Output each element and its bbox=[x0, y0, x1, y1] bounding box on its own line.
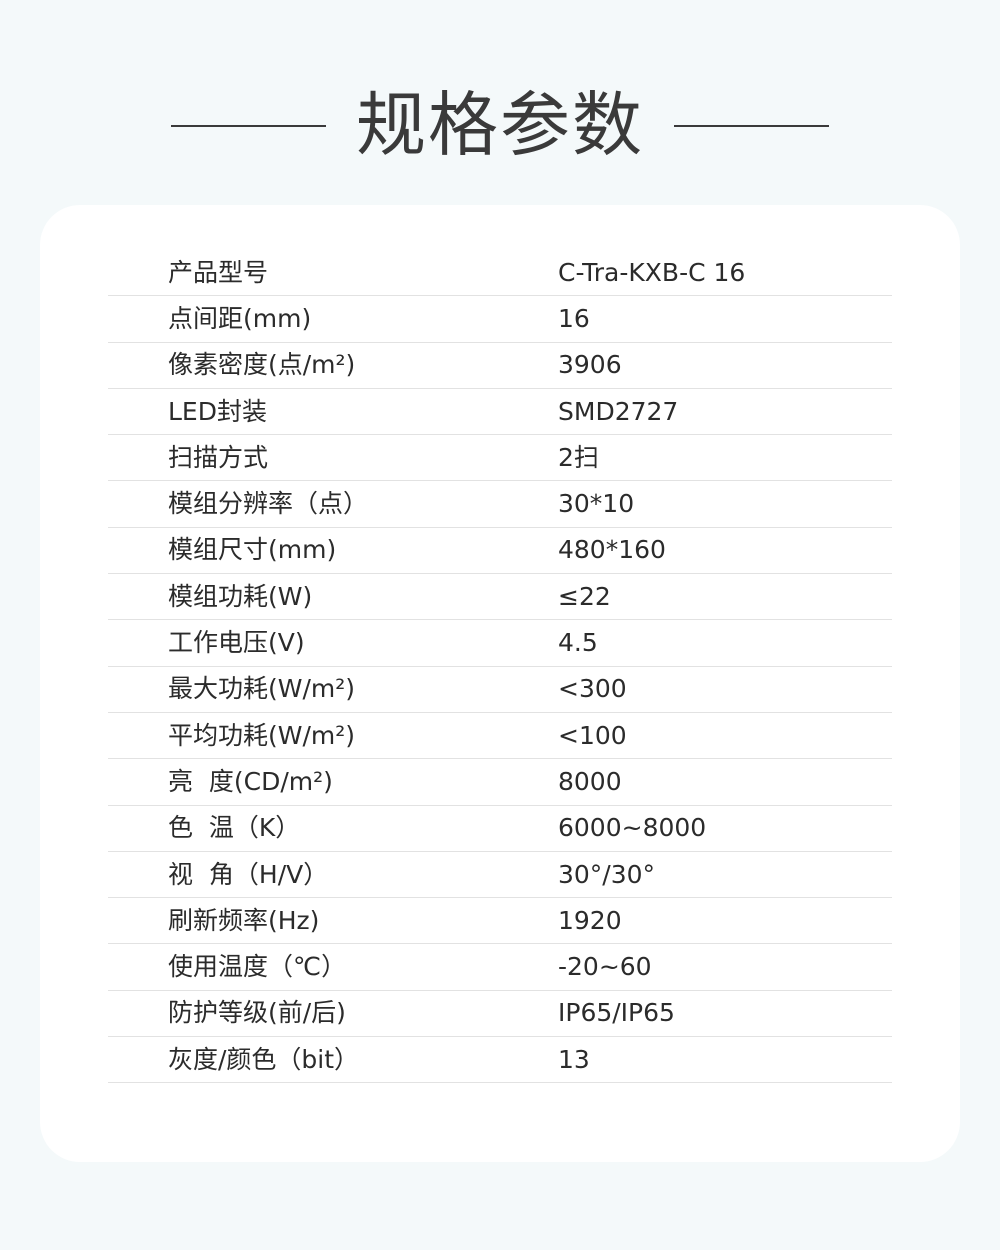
spec-row: 扫描方式 2扫 bbox=[108, 435, 892, 482]
spec-row: 色 温（K） 6000~8000 bbox=[108, 806, 892, 852]
spec-value: 6000~8000 bbox=[558, 813, 707, 843]
spec-label: 像素密度(点/m²) bbox=[168, 350, 356, 380]
spec-label: 灰度/颜色（bit） bbox=[168, 1044, 360, 1074]
spec-row: 产品型号 C-Tra-KXB-C 16 bbox=[108, 250, 892, 297]
spec-value: 13 bbox=[558, 1044, 590, 1074]
spec-label: 点间距(mm) bbox=[168, 303, 312, 333]
spec-label: 模组尺寸(mm) bbox=[168, 535, 337, 565]
spec-label: 使用温度（℃） bbox=[168, 952, 347, 982]
spec-value: 1920 bbox=[558, 905, 622, 935]
spec-label: LED封装 bbox=[168, 396, 267, 426]
spec-row: 使用温度（℃） -20~60 bbox=[108, 944, 892, 991]
section-header: 规格参数 bbox=[0, 78, 1000, 173]
spec-label: 最大功耗(W/m²) bbox=[168, 674, 356, 704]
spec-label: 防护等级(前/后) bbox=[168, 998, 346, 1028]
spec-label: 刷新频率(Hz) bbox=[168, 905, 320, 935]
spec-value: C-Tra-KXB-C 16 bbox=[558, 257, 746, 287]
spec-table: 产品型号 C-Tra-KXB-C 16 点间距(mm) 16 像素密度(点/m²) 390… bbox=[108, 250, 892, 1084]
spec-row: 工作电压(V) 4.5 bbox=[108, 620, 892, 667]
spec-value: 8000 bbox=[558, 766, 622, 796]
spec-label: 亮 度(CD/m²) bbox=[168, 766, 333, 796]
spec-label: 视 角（H/V） bbox=[168, 859, 329, 889]
spec-label: 色 温（K） bbox=[168, 813, 301, 843]
spec-row: 点间距(mm) 16 bbox=[108, 296, 892, 343]
spec-label: 平均功耗(W/m²) bbox=[168, 720, 356, 750]
spec-label: 模组分辨率（点） bbox=[168, 489, 369, 519]
spec-row: 模组功耗(W) ≤22 bbox=[108, 574, 892, 621]
divider-right bbox=[674, 124, 829, 127]
spec-value: 16 bbox=[558, 303, 590, 333]
spec-row: 防护等级(前/后) IP65/IP65 bbox=[108, 991, 892, 1038]
spec-card: 产品型号 C-Tra-KXB-C 16 点间距(mm) 16 像素密度(点/m²) 390… bbox=[40, 205, 960, 1162]
spec-row: 亮 度(CD/m²) 8000 bbox=[108, 759, 892, 806]
spec-label: 扫描方式 bbox=[168, 442, 269, 472]
spec-value: 30*10 bbox=[558, 489, 635, 519]
spec-label: 产品型号 bbox=[168, 257, 269, 287]
spec-value: <100 bbox=[558, 720, 627, 750]
spec-value: IP65/IP65 bbox=[558, 998, 675, 1028]
spec-label: 工作电压(V) bbox=[168, 628, 305, 658]
spec-value: <300 bbox=[558, 674, 627, 704]
spec-value: SMD2727 bbox=[558, 396, 679, 426]
spec-value: 3906 bbox=[558, 350, 622, 380]
spec-row: 平均功耗(W/m²) <100 bbox=[108, 713, 892, 760]
spec-row: 模组尺寸(mm) 480*160 bbox=[108, 528, 892, 575]
spec-label: 模组功耗(W) bbox=[168, 581, 313, 611]
spec-row: LED封装 SMD2727 bbox=[108, 389, 892, 436]
page-title: 规格参数 bbox=[356, 84, 644, 166]
spec-row: 像素密度(点/m²) 3906 bbox=[108, 343, 892, 389]
spec-row: 模组分辨率（点） 30*10 bbox=[108, 481, 892, 528]
spec-row: 视 角（H/V） 30°/30° bbox=[108, 852, 892, 899]
spec-value: 480*160 bbox=[558, 535, 666, 565]
spec-row: 灰度/颜色（bit） 13 bbox=[108, 1037, 892, 1084]
spec-row: 刷新频率(Hz) 1920 bbox=[108, 898, 892, 945]
spec-value: ≤22 bbox=[558, 581, 611, 611]
divider-left bbox=[171, 124, 326, 127]
spec-row: 最大功耗(W/m²) <300 bbox=[108, 667, 892, 713]
spec-value: 30°/30° bbox=[558, 859, 656, 889]
spec-value: 2扫 bbox=[558, 442, 599, 472]
spec-value: -20~60 bbox=[558, 952, 652, 982]
spec-value: 4.5 bbox=[558, 628, 598, 658]
